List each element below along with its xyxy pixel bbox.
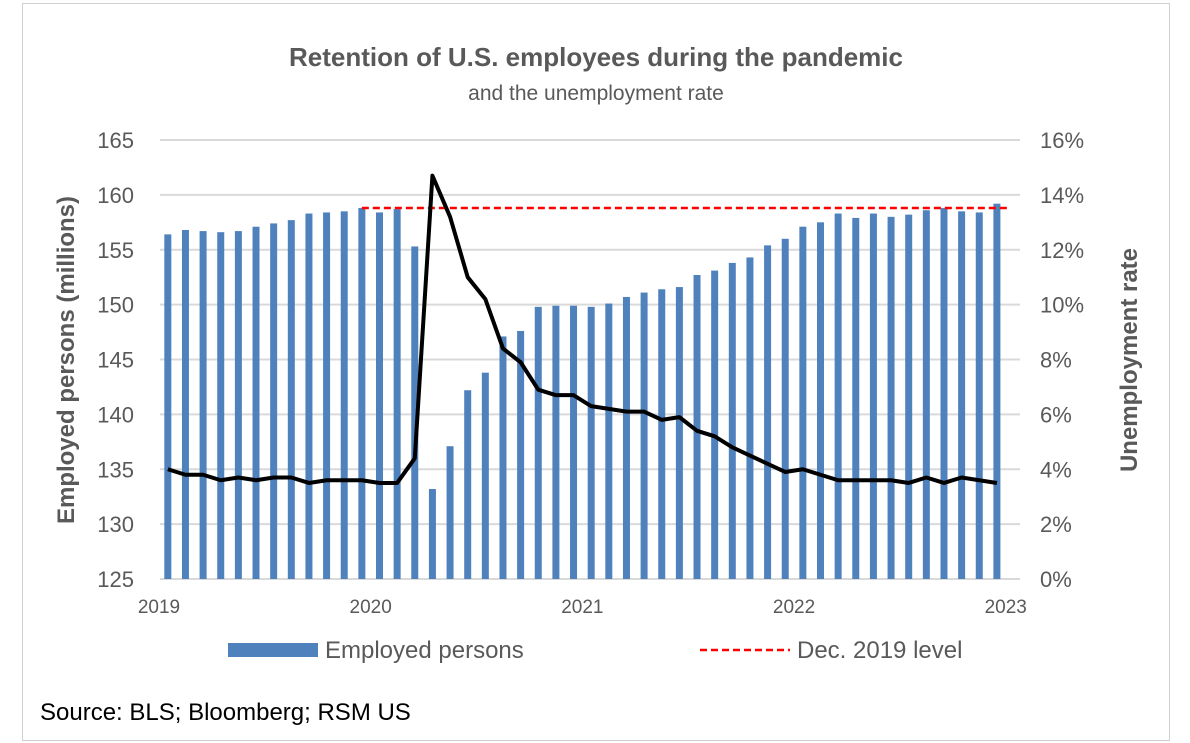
bar (799, 226, 807, 579)
bar (993, 203, 1001, 579)
y-tick-label: 135 (97, 457, 134, 482)
bar (958, 211, 966, 579)
bar (252, 226, 260, 579)
bar (852, 217, 860, 580)
bar (411, 246, 419, 579)
bar (675, 287, 683, 579)
x-tick-label: 2022 (773, 597, 815, 618)
bar (975, 212, 983, 579)
bar (728, 262, 736, 579)
bar (164, 234, 172, 579)
unemployment-line (167, 173, 998, 485)
bar (887, 216, 895, 579)
x-tick-label: 2023 (985, 597, 1027, 618)
bar (481, 372, 489, 579)
bar (834, 213, 842, 579)
y-tick-label: 125 (97, 567, 134, 592)
y2-tick-label: 10% (1040, 293, 1084, 318)
bar (781, 238, 789, 579)
y-tick-label: 145 (97, 348, 134, 373)
chart-title: Retention of U.S. employees during the p… (289, 42, 903, 72)
legend-label-employed: Employed persons (325, 637, 524, 664)
bar (640, 292, 648, 579)
bar (940, 208, 948, 580)
bar (905, 214, 913, 579)
y-tick-label: 165 (97, 128, 134, 153)
bar (869, 213, 877, 579)
x-tick-label: 2020 (350, 597, 392, 618)
source-note: Source: BLS; Bloomberg; RSM US (40, 699, 411, 726)
bar (587, 306, 595, 579)
y2-tick-label: 0% (1040, 567, 1072, 592)
chart-frame (22, 3, 1170, 741)
bar (711, 270, 719, 579)
legend-label-reference: Dec. 2019 level (797, 637, 962, 664)
bar (534, 306, 542, 579)
y2-tick-label: 14% (1040, 183, 1084, 208)
y2-axis-label: Unemployment rate (1116, 248, 1143, 472)
y2-tick-label: 6% (1040, 402, 1072, 427)
bar (746, 257, 754, 579)
bar (552, 305, 560, 579)
y-tick-label: 140 (97, 402, 134, 427)
bar (499, 336, 507, 579)
bar (270, 223, 278, 579)
bar (693, 274, 701, 579)
bar (305, 213, 313, 579)
bar (622, 296, 630, 579)
bar (217, 232, 225, 579)
bar (517, 330, 525, 579)
bar (340, 211, 348, 579)
y-axis-label: Employed persons (millions) (53, 196, 80, 524)
bar (376, 212, 383, 579)
bar (464, 390, 472, 579)
x-tick-label: 2019 (138, 597, 180, 618)
bar (199, 231, 207, 579)
y-tick-label: 130 (97, 512, 134, 537)
y-tick-label: 160 (97, 183, 134, 208)
bar (570, 305, 578, 579)
bar (358, 208, 366, 580)
bar (323, 212, 331, 579)
bar (181, 229, 189, 579)
bar (287, 220, 295, 579)
bar (446, 446, 454, 579)
bar (428, 489, 436, 579)
y2-tick-label: 12% (1040, 238, 1084, 263)
bar (658, 289, 666, 579)
y2-tick-label: 4% (1040, 457, 1072, 482)
chart-subtitle: and the unemployment rate (468, 82, 724, 105)
bar (764, 245, 772, 580)
y2-tick-label: 2% (1040, 512, 1072, 537)
legend-swatch-employed (228, 643, 318, 657)
y2-tick-label: 16% (1040, 128, 1084, 153)
bar (393, 209, 401, 579)
bar (605, 303, 613, 579)
x-tick-label: 2021 (561, 597, 603, 618)
y-tick-label: 150 (97, 293, 134, 318)
bar (234, 231, 242, 579)
y2-tick-label: 8% (1040, 348, 1072, 373)
y-tick-label: 155 (97, 238, 134, 263)
bar (922, 210, 930, 580)
bar (817, 222, 824, 579)
